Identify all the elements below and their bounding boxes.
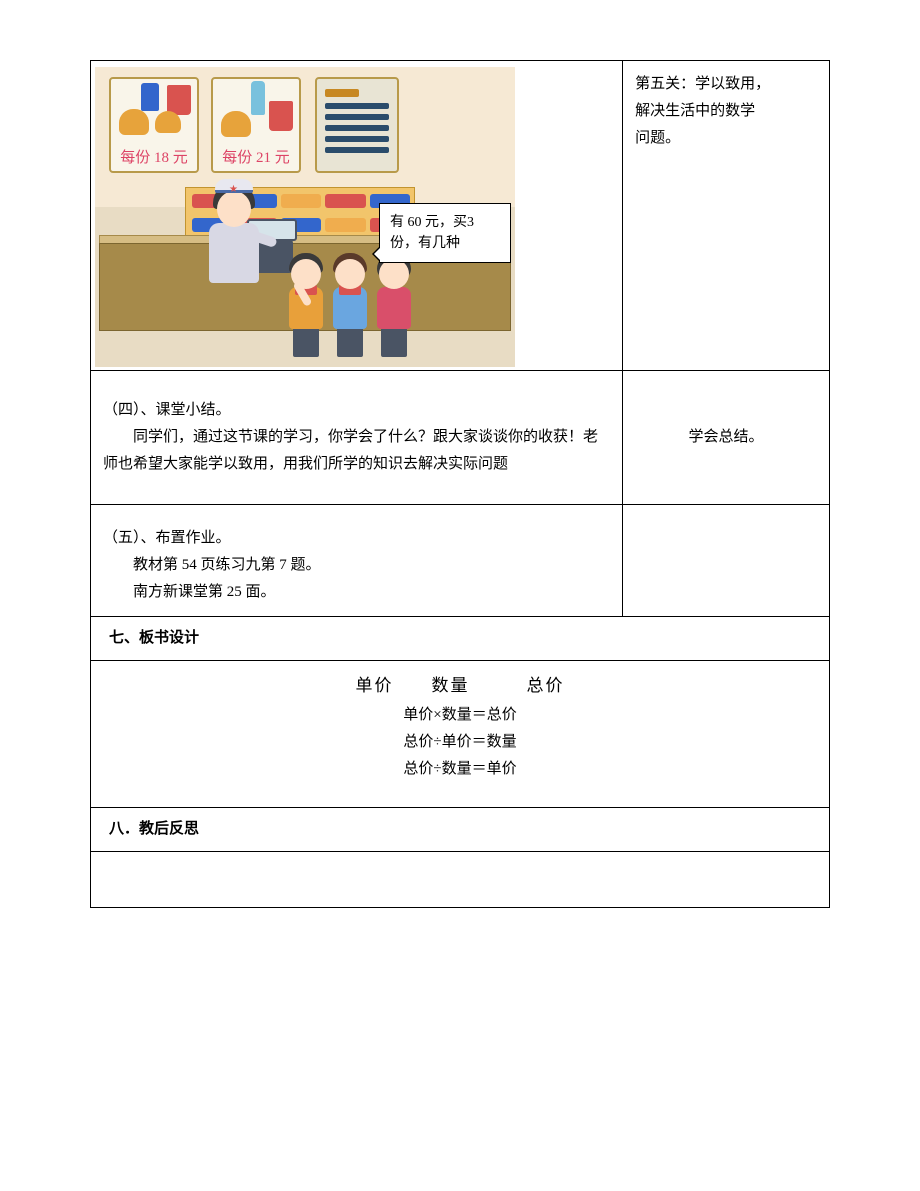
star-icon: ★ bbox=[229, 181, 238, 199]
section8-title: 八．教后反思 bbox=[91, 807, 830, 851]
cashier-figure: ★ bbox=[203, 179, 265, 329]
note-text: 学会总结。 bbox=[689, 429, 764, 445]
drink-cup-icon bbox=[141, 83, 159, 111]
bubble-text: 有 60 元，买3 份，有几种 bbox=[390, 215, 474, 251]
section4-heading: （四）、课堂小结。 bbox=[103, 397, 610, 424]
child-figure-1 bbox=[283, 251, 329, 361]
section5-cell: （五）、布置作业。 教材第 54 页练习九第 7 题。 南方新课堂第 25 面。 bbox=[91, 505, 623, 617]
child-head bbox=[335, 259, 365, 289]
burger-icon bbox=[155, 111, 181, 133]
menu-board bbox=[315, 77, 399, 173]
note-cell-3 bbox=[623, 505, 830, 617]
note-line: 解决生活中的数学 bbox=[635, 98, 817, 125]
speech-bubble: 有 60 元，买3 份，有几种 bbox=[379, 203, 511, 263]
bb-formula-1: 单价×数量＝总价 bbox=[91, 702, 829, 729]
menu-line bbox=[325, 103, 389, 109]
illustration-cell: 每份 18 元 每份 21 元 bbox=[91, 61, 623, 371]
child-legs bbox=[381, 327, 407, 357]
note-cell-1: 第五关：学以致用， 解决生活中的数学 问题。 bbox=[623, 61, 830, 371]
child-legs bbox=[337, 327, 363, 357]
child-figure-3 bbox=[371, 251, 417, 361]
bb-header-terms: 单价 数量 总价 bbox=[91, 671, 829, 702]
meal1-price: 每份 18 元 bbox=[111, 145, 197, 172]
reflection-blank-cell bbox=[91, 851, 830, 907]
menu-line bbox=[325, 114, 389, 120]
shop-illustration: 每份 18 元 每份 21 元 bbox=[95, 67, 515, 367]
meal-sign-1: 每份 18 元 bbox=[109, 77, 199, 173]
bb-formula-2: 总价÷单价＝数量 bbox=[91, 729, 829, 756]
lesson-plan-table: 每份 18 元 每份 21 元 bbox=[90, 60, 830, 908]
row-blackboard: 单价 数量 总价 单价×数量＝总价 总价÷单价＝数量 总价÷数量＝单价 bbox=[91, 661, 830, 808]
bb-formula-3: 总价÷数量＝单价 bbox=[91, 756, 829, 783]
note-line: 问题。 bbox=[635, 125, 817, 152]
row-section-8-title: 八．教后反思 bbox=[91, 807, 830, 851]
note-cell-2: 学会总结。 bbox=[623, 371, 830, 505]
section5-heading: （五）、布置作业。 bbox=[103, 525, 610, 552]
tray-icon bbox=[281, 194, 321, 208]
section4-body: 同学们，通过这节课的学习，你学会了什么？跟大家谈谈你的收获！老师也希望大家能学以… bbox=[103, 424, 610, 478]
section5-line1: 教材第 54 页练习九第 7 题。 bbox=[103, 552, 610, 579]
row-section-7-title: 七、板书设计 bbox=[91, 617, 830, 661]
menu-heading-bar bbox=[325, 89, 359, 97]
bottle-icon bbox=[251, 81, 265, 115]
burger-icon bbox=[221, 111, 251, 137]
row-reflection-blank bbox=[91, 851, 830, 907]
meal1-food-icons bbox=[111, 79, 197, 143]
row-illustration: 每份 18 元 每份 21 元 bbox=[91, 61, 830, 371]
tray-icon bbox=[325, 194, 365, 208]
section4-cell: （四）、课堂小结。 同学们，通过这节课的学习，你学会了什么？跟大家谈谈你的收获！… bbox=[91, 371, 623, 505]
section5-line2: 南方新课堂第 25 面。 bbox=[103, 579, 610, 606]
section7-title: 七、板书设计 bbox=[91, 617, 830, 661]
note-line: 第五关：学以致用， bbox=[635, 71, 817, 98]
meal2-price: 每份 21 元 bbox=[213, 145, 299, 172]
menu-line bbox=[325, 147, 389, 153]
fries-icon bbox=[269, 101, 293, 131]
child-legs bbox=[293, 327, 319, 357]
tray-icon bbox=[325, 218, 365, 232]
child-head bbox=[379, 259, 409, 289]
child-figure-2 bbox=[327, 251, 373, 361]
meal-sign-2: 每份 21 元 bbox=[211, 77, 301, 173]
meal2-food-icons bbox=[213, 79, 299, 143]
menu-line bbox=[325, 136, 389, 142]
child-body bbox=[377, 287, 411, 329]
row-section-4: （四）、课堂小结。 同学们，通过这节课的学习，你学会了什么？跟大家谈谈你的收获！… bbox=[91, 371, 830, 505]
burger-icon bbox=[119, 109, 149, 135]
blackboard-cell: 单价 数量 总价 单价×数量＝总价 总价÷单价＝数量 总价÷数量＝单价 bbox=[91, 661, 830, 808]
menu-line bbox=[325, 125, 389, 131]
row-section-5: （五）、布置作业。 教材第 54 页练习九第 7 题。 南方新课堂第 25 面。 bbox=[91, 505, 830, 617]
